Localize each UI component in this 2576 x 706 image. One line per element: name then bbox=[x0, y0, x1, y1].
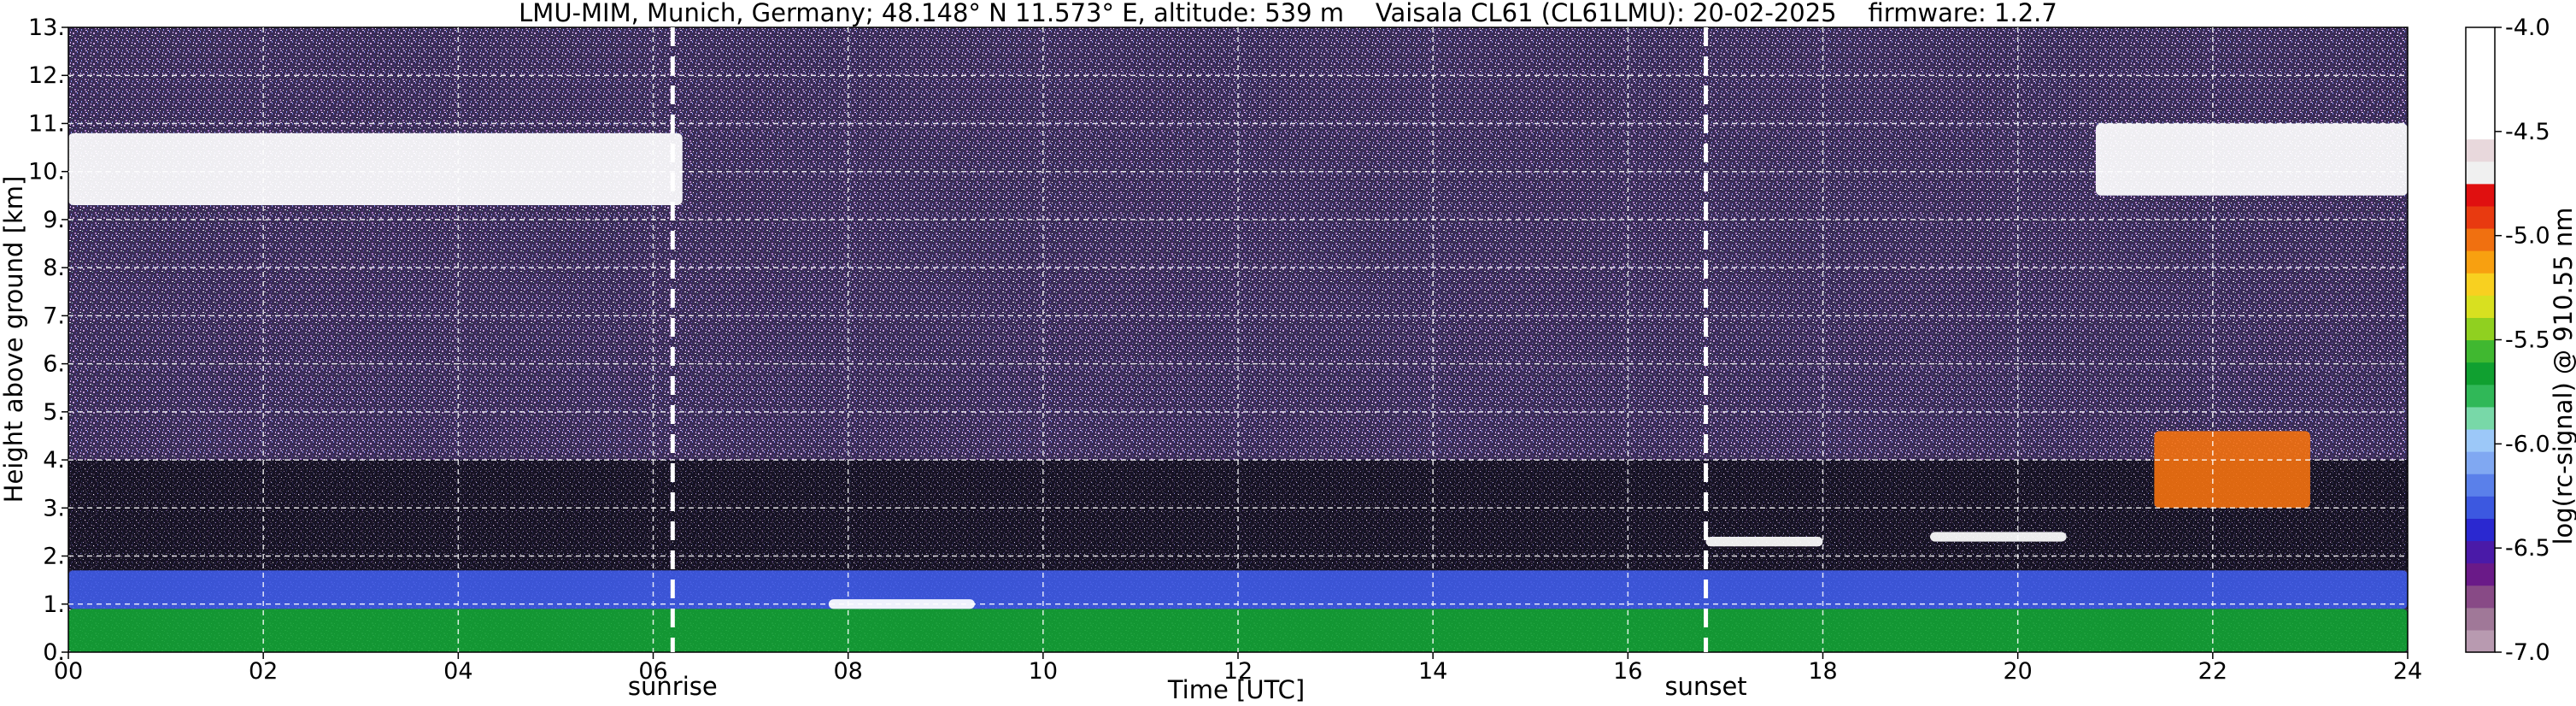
y-tick-label: 4. bbox=[43, 447, 65, 474]
colorbar-tick-label: -7.0 bbox=[2505, 639, 2550, 666]
colorbar-segment bbox=[2466, 585, 2495, 609]
x-tick-label: 14 bbox=[1418, 658, 1447, 685]
colorbar-segment bbox=[2466, 362, 2495, 385]
colorbar-segment bbox=[2466, 273, 2495, 296]
colorbar-segment bbox=[2466, 339, 2495, 363]
colorbar-tick-label: -4.5 bbox=[2505, 119, 2550, 145]
y-tick-label: 9. bbox=[43, 207, 65, 233]
sunset-label: sunset bbox=[1664, 672, 1747, 701]
layer-cloud-layer bbox=[1929, 532, 2067, 542]
colorbar-label: log(rc-signal) @ 910.55 nm bbox=[2549, 207, 2576, 545]
x-tick-label: 16 bbox=[1613, 658, 1642, 685]
x-tick-label: 00 bbox=[54, 658, 83, 685]
x-tick-label: 12 bbox=[1223, 658, 1253, 685]
x-tick-label: 18 bbox=[1808, 658, 1837, 685]
y-tick-label: 10. bbox=[28, 159, 65, 185]
colorbar-segment bbox=[2466, 295, 2495, 318]
x-tick-label: 06 bbox=[638, 658, 667, 685]
layer-boundary-layer-aerosol-blue- bbox=[68, 570, 2408, 609]
y-tick-label: 3. bbox=[43, 495, 65, 521]
layer-cirrus-cloud bbox=[2095, 123, 2408, 196]
colorbar-segment bbox=[2466, 518, 2495, 542]
colorbar-segment bbox=[2466, 138, 2495, 162]
y-tick-label: 5. bbox=[43, 399, 65, 426]
colorbar-segment bbox=[2466, 428, 2495, 452]
x-axis-label: Time [UTC] bbox=[1167, 675, 1306, 704]
colorbar-segment bbox=[2466, 562, 2495, 586]
colorbar-segment bbox=[2466, 250, 2495, 274]
colorbar-segment bbox=[2466, 540, 2495, 564]
colorbar-segment bbox=[2466, 629, 2495, 653]
y-tick-label: 7. bbox=[43, 303, 65, 329]
x-tick-label: 24 bbox=[2393, 658, 2422, 685]
colorbar-segment bbox=[2466, 317, 2495, 341]
colorbar-segment bbox=[2466, 27, 2495, 50]
sunrise-label: sunrise bbox=[627, 672, 718, 701]
x-tick-label: 08 bbox=[833, 658, 862, 685]
colorbar-segment bbox=[2466, 384, 2495, 408]
colorbar-tick-label: -6.5 bbox=[2505, 535, 2550, 562]
colorbar-segment bbox=[2466, 227, 2495, 251]
colorbar-segment bbox=[2466, 94, 2495, 118]
low-signal-region bbox=[68, 460, 2408, 571]
colorbar-segment bbox=[2466, 72, 2495, 95]
layer-cloud-layer bbox=[828, 599, 975, 609]
y-tick-label: 0. bbox=[43, 639, 65, 666]
x-tick-label: 02 bbox=[249, 658, 278, 685]
colorbar-segment bbox=[2466, 451, 2495, 474]
colorbar-tick-label: -5.5 bbox=[2505, 327, 2550, 354]
colorbar-segment bbox=[2466, 50, 2495, 73]
colorbar-segment bbox=[2466, 183, 2495, 207]
y-tick-label: 2. bbox=[43, 544, 65, 570]
colorbar-segment bbox=[2466, 161, 2495, 185]
layer-mid-level-cloud bbox=[2154, 431, 2310, 509]
colorbar-segment bbox=[2466, 474, 2495, 497]
colorbar-segment bbox=[2466, 205, 2495, 229]
y-axis-label: Height above ground [km] bbox=[0, 175, 28, 503]
colorbar-tick-label: -6.0 bbox=[2505, 431, 2550, 457]
layer-cirrus-cloud bbox=[68, 132, 683, 206]
x-tick-label: 20 bbox=[2003, 658, 2032, 685]
x-tick-label: 04 bbox=[443, 658, 472, 685]
colorbar-segment bbox=[2466, 607, 2495, 631]
y-tick-label: 6. bbox=[43, 351, 65, 378]
y-tick-label: 8. bbox=[43, 255, 65, 281]
x-tick-label: 22 bbox=[2198, 658, 2227, 685]
colorbar-tick-label: -4.0 bbox=[2505, 15, 2550, 41]
chart-title: LMU-MIM, Munich, Germany; 48.148° N 11.5… bbox=[519, 0, 2057, 27]
y-tick-label: 1. bbox=[43, 591, 65, 618]
y-tick-label: 11. bbox=[28, 110, 65, 137]
colorbar-segment bbox=[2466, 406, 2495, 430]
layer-cloud-layer bbox=[1705, 537, 1823, 547]
y-tick-label: 13. bbox=[28, 15, 65, 41]
colorbar-segment bbox=[2466, 496, 2495, 519]
x-tick-label: 10 bbox=[1029, 658, 1058, 685]
colorbar-segment bbox=[2466, 116, 2495, 140]
colorbar-tick-label: -5.0 bbox=[2505, 223, 2550, 250]
y-tick-label: 12. bbox=[28, 62, 65, 89]
